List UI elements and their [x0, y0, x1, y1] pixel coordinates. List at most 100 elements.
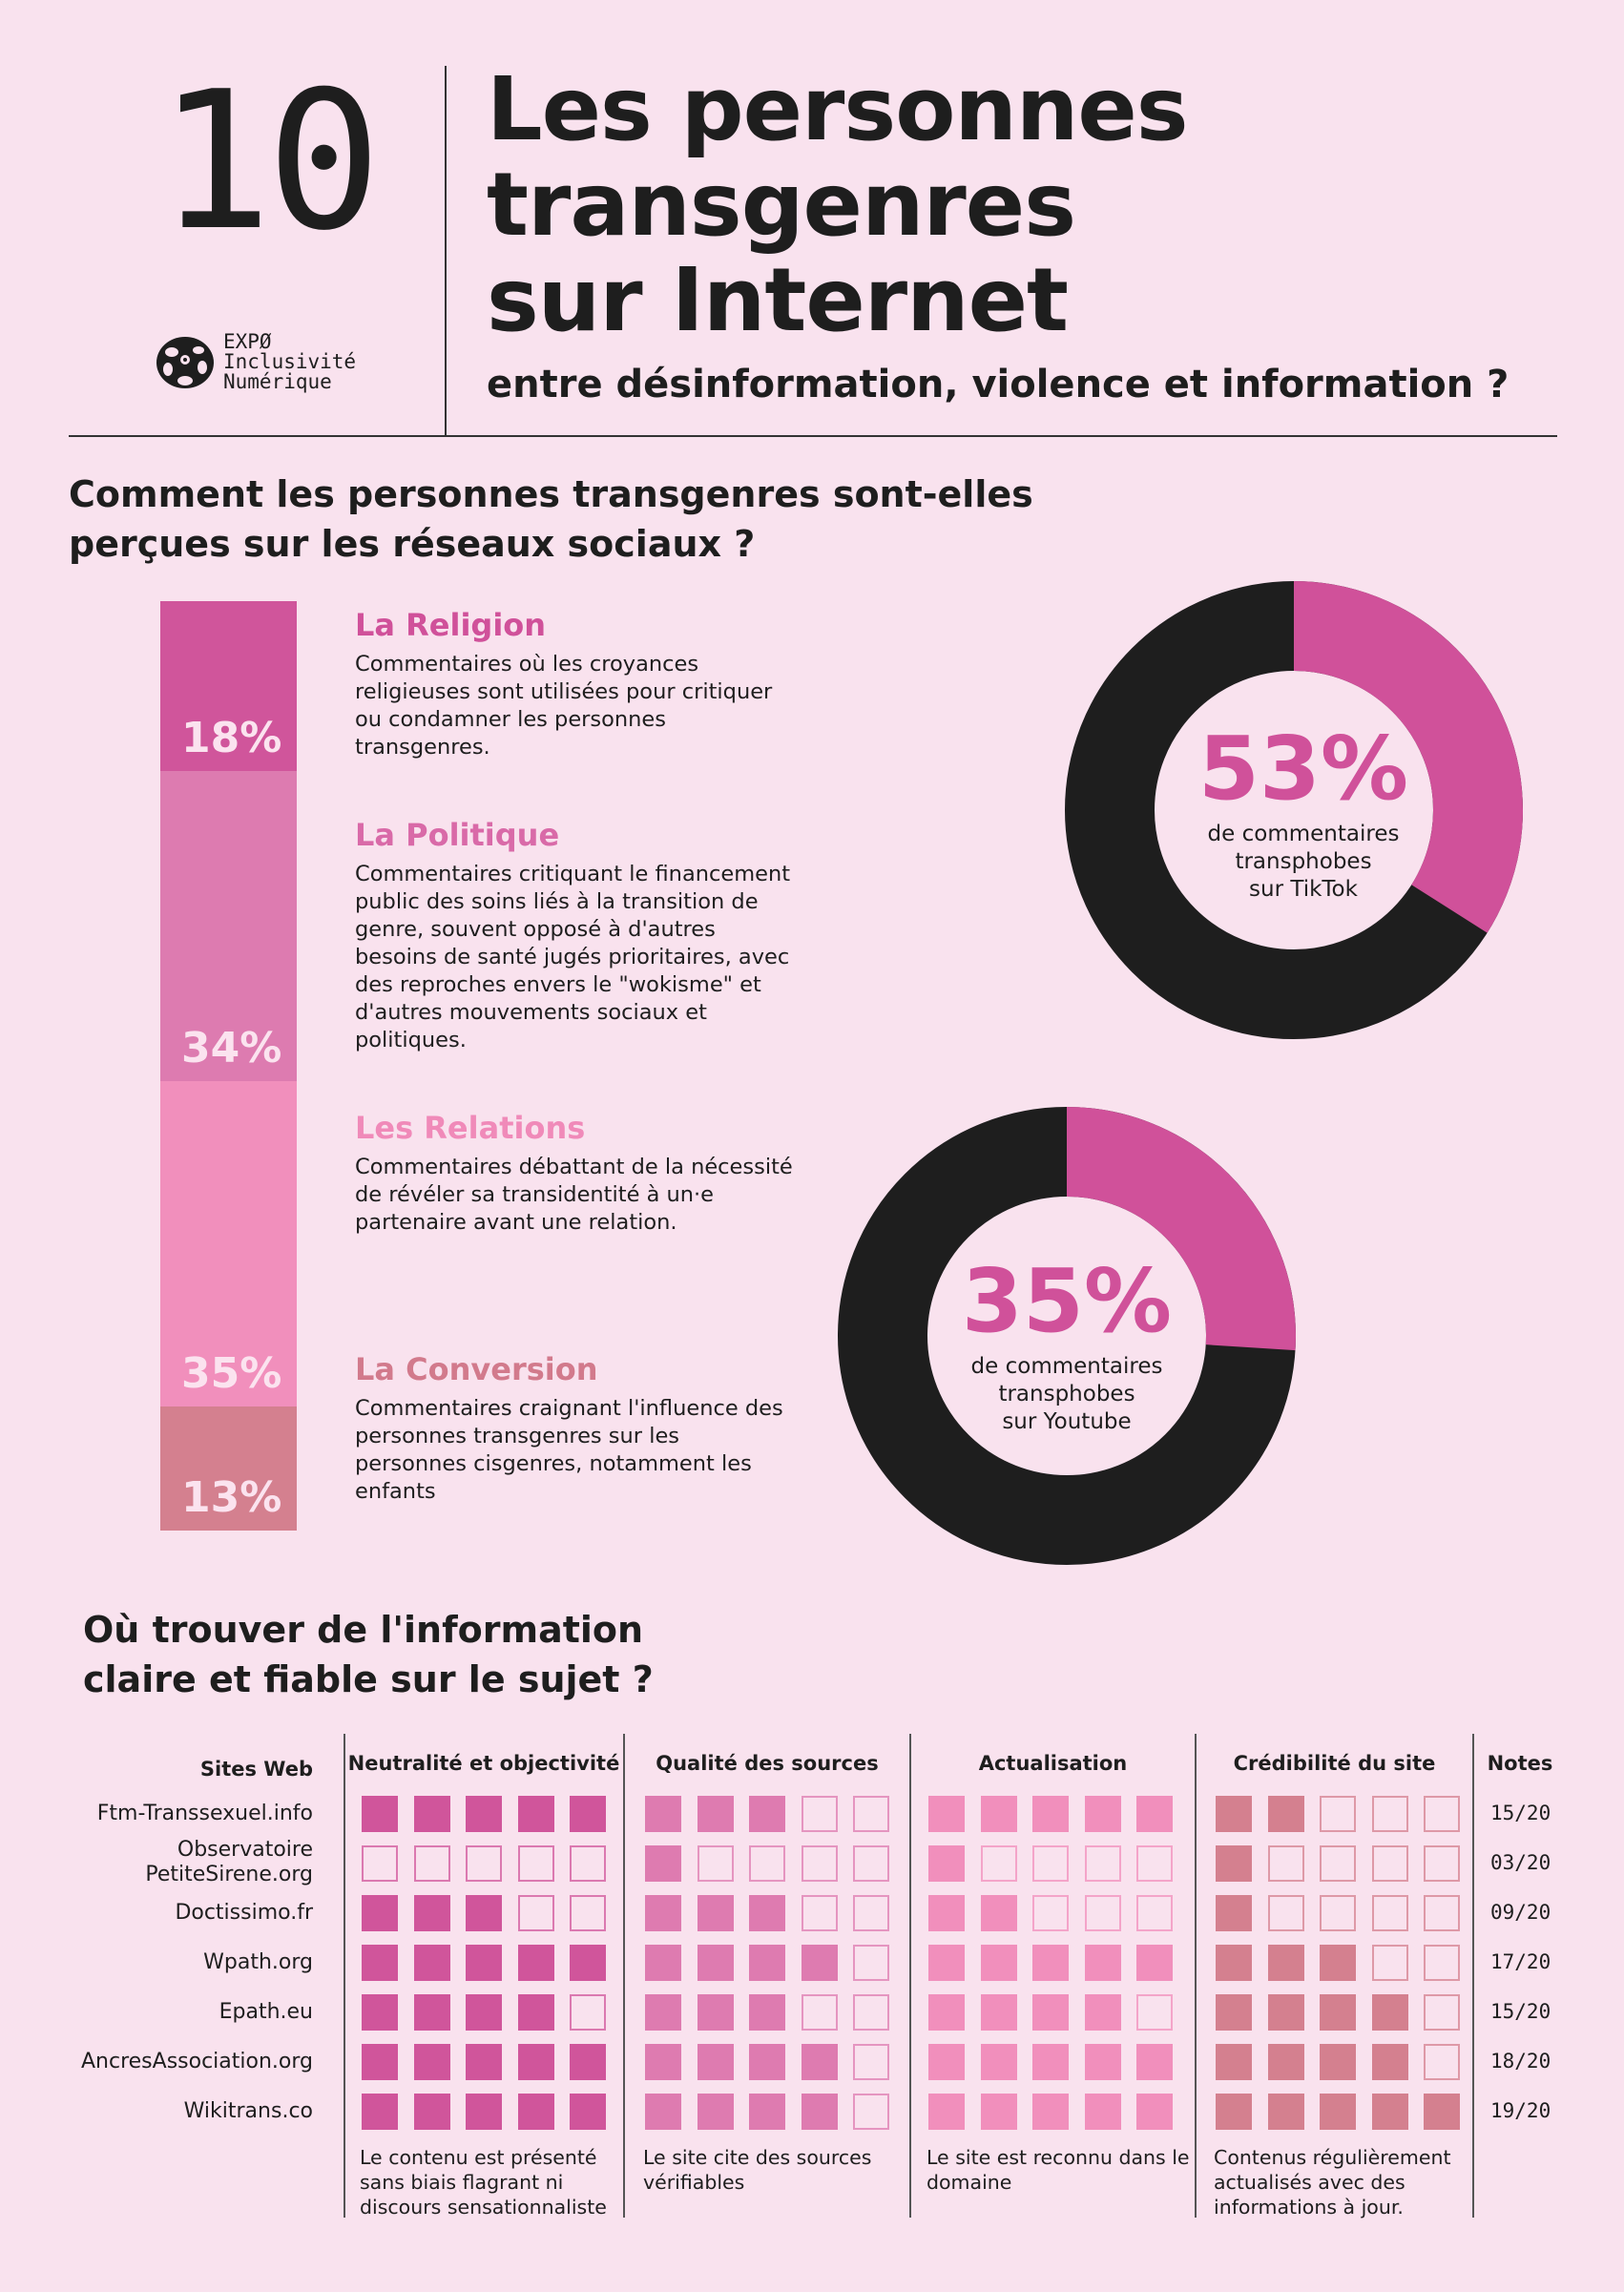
- page-subtitle: entre désinformation, violence et inform…: [487, 363, 1509, 406]
- logo-line: Inclusivité: [223, 350, 357, 373]
- rating-square-filled: [749, 1796, 785, 1832]
- rating-square-filled: [1032, 1945, 1069, 1981]
- rating-square-filled: [980, 1994, 1017, 2031]
- rating-square-filled: [1216, 1945, 1252, 1981]
- criterion-header: Crédibilité du site: [1233, 1752, 1436, 1775]
- rating-square-filled: [1084, 2044, 1121, 2080]
- bar-segment: [160, 1081, 297, 1406]
- rating-square-empty: [853, 1994, 889, 2031]
- category-description: Commentaires critiquant le financement p…: [355, 862, 791, 1052]
- section1-heading: Comment les personnes transgenres sont-e…: [69, 469, 1033, 569]
- rating-square-empty: [1424, 1945, 1460, 1981]
- rating-square-empty: [1424, 1845, 1460, 1882]
- rating-square-empty: [1136, 1845, 1173, 1882]
- site-name: Ftm-Transsexuel.info: [96, 1802, 313, 1825]
- rating-square-filled: [645, 1845, 681, 1882]
- category-title: Les Relations: [355, 1110, 586, 1146]
- rating-square-filled: [1032, 1994, 1069, 2031]
- rating-square-filled: [1371, 2094, 1408, 2130]
- rating-square-empty: [1136, 1895, 1173, 1931]
- column-divider: [623, 1734, 625, 2218]
- rating-square-filled: [466, 1945, 502, 1981]
- rating-square-empty: [570, 1845, 606, 1882]
- category-block: La Religion Commentaires où les croyances…: [355, 607, 794, 761]
- rating-square-empty: [853, 1945, 889, 1981]
- rating-square-filled: [801, 2094, 838, 2130]
- rating-square-filled: [1267, 1796, 1304, 1832]
- bar-segment: [160, 601, 297, 771]
- rating-square-empty: [1320, 1845, 1356, 1882]
- rating-square-filled: [1032, 1796, 1069, 1832]
- expo-logo: EXPØ Inclusivité Numérique: [155, 332, 356, 392]
- column-divider: [1472, 1734, 1474, 2218]
- category-title: La Religion: [355, 607, 547, 643]
- divider: [69, 435, 1557, 437]
- rating-square-empty: [1424, 1895, 1460, 1931]
- rating-square-filled: [517, 1994, 554, 2031]
- bar-segment: [160, 771, 297, 1081]
- rating-square-filled: [749, 1895, 785, 1931]
- rating-square-empty: [1424, 2044, 1460, 2080]
- donut-text: transphobes: [1235, 849, 1372, 874]
- rating-square-empty: [1424, 1994, 1460, 2031]
- rating-square-filled: [645, 2094, 681, 2130]
- rating-square-filled: [1032, 2044, 1069, 2080]
- rating-square-filled: [980, 2094, 1017, 2130]
- rating-square-filled: [413, 2044, 450, 2080]
- rating-square-filled: [1216, 1994, 1252, 2031]
- donut-value: 53%: [1197, 718, 1409, 820]
- divider: [445, 66, 447, 436]
- site-name: Wpath.org: [203, 1950, 313, 1974]
- site-note: 19/20: [1490, 2099, 1551, 2122]
- rating-square-filled: [1216, 1796, 1252, 1832]
- rating-square-filled: [1084, 1945, 1121, 1981]
- rating-square-filled: [570, 2094, 606, 2130]
- category-title: La Politique: [355, 817, 560, 853]
- page-title-line: Les personnes: [487, 58, 1189, 160]
- rating-square-filled: [1320, 1945, 1356, 1981]
- site-note: 15/20: [1490, 1802, 1551, 1824]
- rating-square-filled: [1136, 1945, 1173, 1981]
- criterion-description: Le site cite des sources vérifiables: [643, 2146, 872, 2194]
- rating-square-filled: [645, 2044, 681, 2080]
- rating-square-filled: [517, 1945, 554, 1981]
- rating-square-filled: [801, 1945, 838, 1981]
- column-divider: [344, 1734, 345, 2218]
- rating-square-empty: [1320, 1796, 1356, 1832]
- category-description: Commentaires craignant l'influence des p…: [355, 1396, 783, 1504]
- bar-segment: [160, 1406, 297, 1531]
- flower-logo-icon: [156, 336, 214, 388]
- rating-square-filled: [697, 1796, 734, 1832]
- heading-line: perçues sur les réseaux sociaux ?: [69, 523, 756, 565]
- rating-square-empty: [517, 1845, 554, 1882]
- logo-line: Numérique: [223, 370, 332, 393]
- rating-square-filled: [1267, 2094, 1304, 2130]
- rating-square-filled: [1032, 2094, 1069, 2130]
- rating-square-empty: [466, 1845, 502, 1882]
- logo-line: EXPØ: [223, 330, 272, 353]
- donut-value: 35%: [961, 1250, 1173, 1352]
- rating-square-empty: [801, 1845, 838, 1882]
- rating-square-empty: [1136, 1994, 1173, 2031]
- site-name: AncresAssociation.org: [81, 2050, 313, 2073]
- category-block: Les Relations Commentaires débattant de l…: [355, 1110, 794, 1237]
- rating-square-empty: [853, 2044, 889, 2080]
- site-name: Epath.eu: [219, 2000, 313, 2024]
- rating-square-filled: [749, 1994, 785, 2031]
- donut-label-youtube: 35% de commentaires transphobes sur Youtub…: [924, 1258, 1210, 1436]
- criterion-description: Le contenu est présenté sans biais flagr…: [360, 2146, 607, 2219]
- rating-square-filled: [1136, 2094, 1173, 2130]
- rating-square-filled: [928, 1796, 965, 1832]
- rating-square-filled: [928, 2044, 965, 2080]
- rating-square-empty: [570, 1994, 606, 2031]
- rating-square-filled: [362, 1895, 398, 1931]
- rating-square-empty: [570, 1895, 606, 1931]
- rating-square-filled: [1216, 2094, 1252, 2130]
- bar-segment-label: 35%: [181, 1349, 282, 1398]
- page-title-line: transgenres: [487, 154, 1076, 256]
- rating-square-empty: [697, 1845, 734, 1882]
- criterion-header: Qualité des sources: [656, 1752, 879, 1775]
- rating-square-filled: [1267, 1994, 1304, 2031]
- rating-square-filled: [413, 2094, 450, 2130]
- heading-line: claire et fiable sur le sujet ?: [83, 1658, 654, 1700]
